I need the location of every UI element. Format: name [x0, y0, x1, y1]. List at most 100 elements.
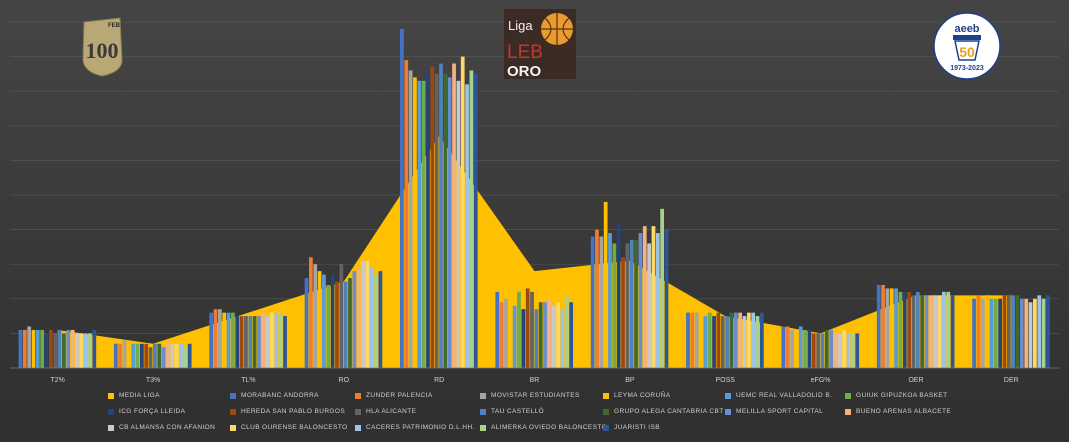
legend-entry: CB ALMANSA CON AFANION — [108, 424, 215, 431]
bar — [413, 77, 417, 369]
legend-label: BUENO ARENAS ALBACETE — [856, 408, 952, 415]
bar — [257, 316, 261, 368]
legend-swatch — [230, 408, 236, 415]
bar — [278, 312, 283, 368]
bar — [881, 284, 885, 368]
bar — [75, 333, 79, 368]
bar — [894, 288, 898, 368]
legend-entry: UEMC REAL VALLADOLID B. — [725, 392, 832, 399]
bar — [217, 309, 222, 368]
bar — [738, 312, 743, 368]
bar — [231, 312, 235, 368]
bar — [716, 312, 721, 368]
bar — [365, 260, 370, 368]
bar — [135, 343, 140, 368]
bar — [44, 333, 49, 368]
bar — [751, 312, 756, 368]
bar — [356, 267, 361, 368]
bar — [404, 60, 409, 369]
legend-entry: CLUB OURENSE BALONCESTO — [230, 424, 348, 431]
bar — [83, 333, 88, 368]
bar — [985, 295, 989, 368]
bar — [798, 326, 803, 368]
legend-entry: MELILLA SPORT CAPITAL — [725, 408, 823, 415]
legend-label: TAU CASTELLÓ — [491, 408, 545, 415]
bar — [746, 312, 751, 368]
bar — [534, 309, 539, 368]
bar — [642, 226, 647, 368]
bar — [647, 243, 651, 368]
legend-entry: ICG FORÇA LLEIDA — [108, 408, 185, 415]
bar — [153, 343, 157, 368]
bar — [1028, 302, 1033, 368]
bar — [569, 302, 573, 368]
bar — [495, 291, 500, 368]
bar — [48, 329, 53, 368]
bar — [179, 343, 183, 368]
bar — [1020, 298, 1024, 368]
bar — [304, 278, 309, 368]
bar — [950, 295, 955, 368]
bar — [564, 295, 569, 368]
bar — [608, 233, 612, 368]
bar — [213, 309, 218, 368]
x-tick-label: OER — [908, 377, 923, 384]
bar — [66, 329, 71, 368]
legend-entry: TAU CASTELLÓ — [480, 408, 544, 415]
bar — [374, 274, 378, 368]
bar — [79, 333, 84, 368]
legend-entry: HEREDA SAN PABLO BURGOS — [230, 408, 345, 415]
bar — [118, 343, 123, 368]
bar — [122, 340, 127, 368]
bar — [126, 343, 131, 368]
bar — [62, 333, 66, 368]
bar — [348, 278, 352, 368]
bar — [907, 291, 912, 368]
x-tick-label: T3% — [146, 377, 160, 384]
bar — [252, 316, 257, 368]
bar — [699, 309, 703, 368]
x-tick-label: eFG% — [811, 377, 831, 384]
bar — [898, 291, 903, 368]
bar — [811, 333, 816, 368]
bar — [543, 302, 547, 368]
bar — [22, 329, 27, 368]
bar — [885, 288, 890, 368]
legend-swatch — [480, 392, 486, 399]
bar — [729, 312, 734, 368]
bar — [551, 305, 556, 368]
bar — [560, 309, 565, 368]
bar — [942, 291, 946, 368]
aeeb-logo-years: 1973-2023 — [950, 65, 984, 72]
bar — [508, 284, 513, 368]
bar — [837, 333, 842, 368]
bar — [434, 73, 439, 369]
aeeb-50-logo: aeeb 50 1973-2023 — [933, 12, 1001, 80]
legend-swatch — [108, 408, 114, 415]
bar — [439, 63, 443, 369]
bar — [790, 329, 794, 368]
liga-leb-oro-logo: Liga LEB ORO — [504, 9, 576, 80]
bar — [53, 333, 58, 368]
bar — [113, 343, 118, 368]
legend-label: HLA ALICANTE — [366, 408, 417, 415]
legend-swatch — [230, 392, 236, 399]
bar — [222, 312, 227, 368]
bar — [352, 271, 357, 368]
bar — [851, 333, 855, 368]
bar — [1011, 295, 1016, 368]
bar — [408, 70, 413, 368]
bar — [876, 284, 881, 368]
bar — [625, 243, 630, 368]
bar — [902, 291, 907, 368]
bar — [330, 274, 335, 368]
bar — [547, 298, 552, 368]
bar — [70, 329, 75, 368]
bar — [833, 333, 838, 368]
legend-label: JUARISTI ISB — [614, 424, 660, 431]
bar — [989, 298, 994, 368]
bar — [664, 229, 669, 368]
bar — [473, 73, 478, 369]
bar — [18, 329, 23, 368]
bar — [556, 302, 560, 368]
